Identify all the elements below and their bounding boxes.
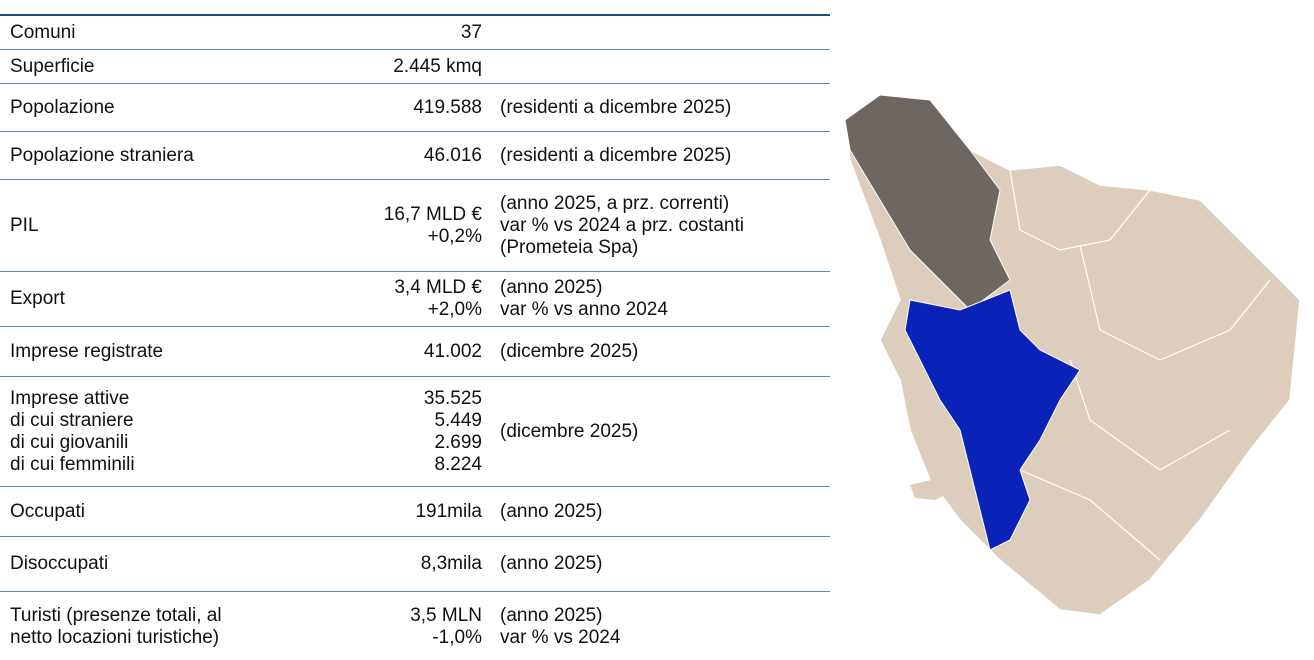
note-text: (anno 2025) <box>500 604 603 626</box>
value-text: 5.449 <box>434 409 482 431</box>
cell-note: (anno 2025) var % vs 2024 <box>482 605 620 649</box>
value-text: 3,4 MLD € <box>394 277 482 298</box>
cell-value: 16,7 MLD € +0,2% <box>330 204 482 248</box>
table-row: PIL 16,7 MLD € +0,2% (anno 2025, a prz. cor… <box>0 180 830 272</box>
label-text: Imprese attive <box>10 387 130 409</box>
table: Comuni 37 Superficie 2.445 kmq Popolazione 41… <box>0 14 830 660</box>
cell-label: Export <box>0 288 330 310</box>
table-row: Occupati 191mila (anno 2025) <box>0 487 830 537</box>
province-blue <box>904 289 1081 551</box>
cell-label: Occupati <box>0 501 330 523</box>
value-text: 35.525 <box>423 387 482 409</box>
island <box>910 478 955 500</box>
province-grey <box>844 94 1011 311</box>
label-text: Popolazione straniera <box>10 144 194 166</box>
note-text: (anno 2025) <box>500 277 603 298</box>
cell-label: Superficie <box>0 56 330 78</box>
table-row: Disoccupati 8,3mila (anno 2025) <box>0 537 830 592</box>
note-text: (residenti a dicembre 2025) <box>500 96 732 118</box>
table-row: Superficie 2.445 kmq <box>0 50 830 84</box>
cell-note: (dicembre 2025) <box>482 421 638 443</box>
cell-label: Imprese registrate <box>0 341 330 363</box>
cell-label: Comuni <box>0 22 330 44</box>
label-text: Turisti (presenze totali, al <box>10 604 222 626</box>
note-text: (anno 2025) <box>500 500 603 522</box>
border <box>1019 469 1161 561</box>
cell-label: Turisti (presenze totali, al netto locazi… <box>0 605 330 649</box>
note-text: var % vs 2024 a prz. costanti <box>500 214 744 236</box>
label-text: di cui straniere <box>10 409 134 431</box>
value-text: +2,0% <box>427 299 482 320</box>
value-text: 3,5 MLN <box>410 604 482 626</box>
cell-value: 46.016 <box>330 145 482 167</box>
table-row: Comuni 37 <box>0 16 830 50</box>
cell-value: 35.525 5.449 2.699 8.224 <box>330 388 482 476</box>
label-text: Comuni <box>10 21 76 43</box>
table-row: Popolazione 419.588 (residenti a dicembre … <box>0 84 830 132</box>
border <box>1069 359 1231 471</box>
label-text: di cui giovanili <box>10 431 129 453</box>
value-text: 16,7 MLD € <box>383 203 482 225</box>
label-text: di cui femminili <box>10 453 135 475</box>
table-row: Imprese registrate 41.002 (dicembre 2025) <box>0 327 830 377</box>
value-text: 191mila <box>415 500 482 522</box>
cell-value: 37 <box>330 22 482 44</box>
value-text: 2.699 <box>434 431 482 453</box>
cell-value: 2.445 kmq <box>330 56 482 78</box>
label-text: Disoccupati <box>10 553 109 574</box>
value-text: 8.224 <box>434 453 482 475</box>
label-text: Popolazione <box>10 96 115 118</box>
value-text: 8,3mila <box>420 553 482 574</box>
value-text: 46.016 <box>423 144 482 166</box>
label-text: netto locazioni turistiche) <box>10 626 220 648</box>
border <box>1079 244 1271 361</box>
cell-note: (anno 2025) <box>482 553 602 575</box>
table-row: Turisti (presenze totali, al netto locazi… <box>0 592 830 660</box>
value-text: 37 <box>460 21 482 43</box>
label-text: Imprese registrate <box>10 340 164 362</box>
table-row: Popolazione straniera 46.016 (residenti a … <box>0 132 830 180</box>
note-text: (anno 2025, a prz. correnti) <box>500 192 730 214</box>
cell-label: PIL <box>0 215 330 237</box>
table-row: Export 3,4 MLD € +2,0% (anno 2025) var % vs … <box>0 272 830 327</box>
cell-value: 191mila <box>330 501 482 523</box>
label-text: PIL <box>10 214 39 236</box>
value-text: 419.588 <box>413 96 482 118</box>
note-text: var % vs anno 2024 <box>500 299 668 320</box>
cell-note: (dicembre 2025) <box>482 341 638 363</box>
cell-value: 3,4 MLD € +2,0% <box>330 277 482 321</box>
note-text: (anno 2025) <box>500 553 603 574</box>
value-text: +0,2% <box>427 225 482 247</box>
cell-value: 419.588 <box>330 97 482 119</box>
note-text: (Prometeia Spa) <box>500 236 639 258</box>
cell-note: (anno 2025) var % vs anno 2024 <box>482 277 668 321</box>
label-text: Export <box>10 288 65 309</box>
note-text: (dicembre 2025) <box>500 420 639 442</box>
note-text: (residenti a dicembre 2025) <box>500 144 732 166</box>
cell-label: Imprese attive di cui straniere di cui gio… <box>0 388 330 476</box>
value-text: 2.445 kmq <box>393 55 482 77</box>
cell-label: Disoccupati <box>0 553 330 575</box>
table-row: Imprese attive di cui straniere di cui gio… <box>0 377 830 487</box>
cell-note: (anno 2025, a prz. correnti) var % vs 202… <box>482 193 744 259</box>
cell-value: 3,5 MLN -1,0% <box>330 605 482 649</box>
cell-note: (residenti a dicembre 2025) <box>482 145 731 167</box>
cell-label: Popolazione straniera <box>0 145 330 167</box>
cell-label: Popolazione <box>0 97 330 119</box>
cell-note: (anno 2025) <box>482 501 602 523</box>
value-text: 41.002 <box>423 340 482 362</box>
border <box>1009 169 1151 251</box>
label-text: Superficie <box>10 55 95 77</box>
cell-note: (residenti a dicembre 2025) <box>482 97 731 119</box>
note-text: var % vs 2024 <box>500 626 621 648</box>
cell-value: 41.002 <box>330 341 482 363</box>
label-text: Occupati <box>10 500 85 522</box>
value-text: -1,0% <box>432 626 482 648</box>
note-text: (dicembre 2025) <box>500 340 639 362</box>
cell-value: 8,3mila <box>330 553 482 575</box>
map <box>844 94 1301 616</box>
